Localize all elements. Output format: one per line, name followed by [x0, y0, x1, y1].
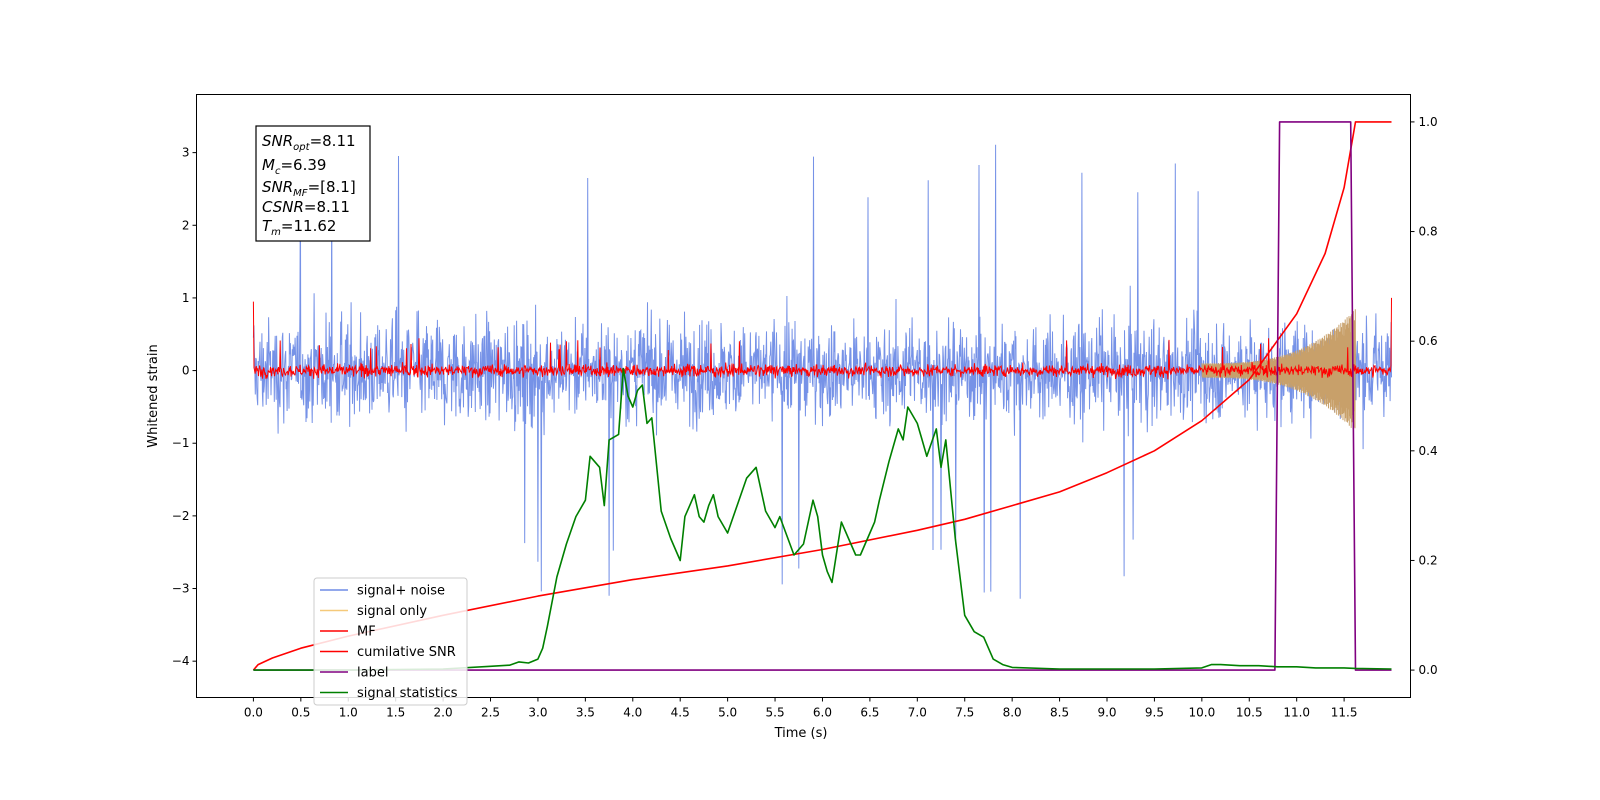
y2-tick-label: 0.6	[1419, 334, 1438, 348]
x-tick-label: 1.0	[339, 706, 358, 720]
plot-frame	[196, 94, 1411, 698]
annotation-csnr: CSNR=8.11	[262, 198, 350, 216]
x-tick-label: 2.0	[434, 706, 453, 720]
y-tick-label: 0	[182, 364, 190, 378]
y-tick-label: −4	[172, 654, 190, 668]
annotation-snr-opt: SNRopt=8.11	[262, 132, 356, 153]
legend: signal+ noise signal only MF cumilative SNR…	[313, 577, 468, 706]
x-tick-label: 4.0	[623, 706, 642, 720]
y2-tick-label: 0.8	[1419, 225, 1438, 239]
series-signal-only	[1201, 309, 1356, 429]
y-axis-label: Whitened strain	[146, 344, 161, 447]
x-tick-label: 9.0	[1097, 706, 1116, 720]
y2-tick-label: 1.0	[1419, 115, 1438, 129]
x-tick-label: 2.5	[481, 706, 500, 720]
legend-label: MF	[357, 625, 376, 640]
y-axis-left: 3 2 1 0 −1 −2 −3 −4	[172, 146, 197, 668]
x-tick-label: 10.5	[1236, 706, 1263, 720]
legend-label: signal only	[357, 604, 427, 619]
y2-tick-label: 0.4	[1419, 444, 1438, 458]
x-tick-label: 11.5	[1331, 706, 1358, 720]
x-axis-label: Time (s)	[774, 726, 828, 741]
series-mf	[252, 297, 1392, 380]
x-tick-label: 7.5	[955, 706, 974, 720]
x-tick-label: 6.0	[813, 706, 832, 720]
annotation-mc: Mc=6.39	[262, 156, 326, 177]
y2-tick-label: 0.0	[1419, 663, 1438, 677]
x-tick-label: 8.5	[1050, 706, 1069, 720]
x-tick-label: 0.5	[291, 706, 310, 720]
legend-frame	[313, 577, 468, 706]
y-tick-label: −2	[172, 509, 190, 523]
y-tick-label: 3	[182, 146, 190, 160]
x-tick-label: 11.0	[1283, 706, 1310, 720]
x-tick-label: 0.0	[244, 706, 263, 720]
annotation-snr-mf: SNRMF=[8.1]	[262, 178, 356, 199]
x-axis: 0.0 0.5 1.0 1.5 2.0 2.5 3.0 3.5 4.0 4.5 5.0 5.5 6.0 6…	[244, 697, 1358, 720]
series-label	[253, 121, 1392, 671]
y-tick-label: 1	[182, 291, 190, 305]
y-tick-label: 2	[182, 218, 190, 232]
annotation-box: SNRopt=8.11 Mc=6.39 SNRMF=[8.1] CSNR=8.1…	[255, 125, 371, 242]
annotation-frame	[255, 125, 371, 242]
y-tick-label: −3	[172, 582, 190, 596]
legend-label: cumilative SNR	[357, 645, 456, 660]
x-tick-label: 5.5	[766, 706, 785, 720]
x-tick-label: 7.0	[908, 706, 927, 720]
legend-label: signal statistics	[357, 686, 458, 701]
x-tick-label: 9.5	[1145, 706, 1164, 720]
y2-tick-label: 0.2	[1419, 553, 1438, 567]
x-tick-label: 3.0	[528, 706, 547, 720]
x-tick-label: 5.0	[718, 706, 737, 720]
legend-label: signal+ noise	[357, 584, 445, 599]
x-tick-label: 6.5	[860, 706, 879, 720]
legend-items: signal+ noise signal only MF cumilative SNR…	[320, 584, 458, 701]
y-tick-label: −1	[172, 436, 190, 450]
series-signal-statistics	[253, 367, 1392, 671]
annotation-tm: Tm=11.62	[262, 217, 336, 238]
x-tick-label: 3.5	[576, 706, 595, 720]
x-tick-label: 8.0	[1003, 706, 1022, 720]
x-tick-label: 1.5	[386, 706, 405, 720]
legend-label: label	[357, 666, 388, 681]
x-tick-label: 10.0	[1188, 706, 1215, 720]
x-tick-label: 4.5	[671, 706, 690, 720]
y-axis-right: 1.0 0.8 0.6 0.4 0.2 0.0	[1410, 115, 1438, 677]
